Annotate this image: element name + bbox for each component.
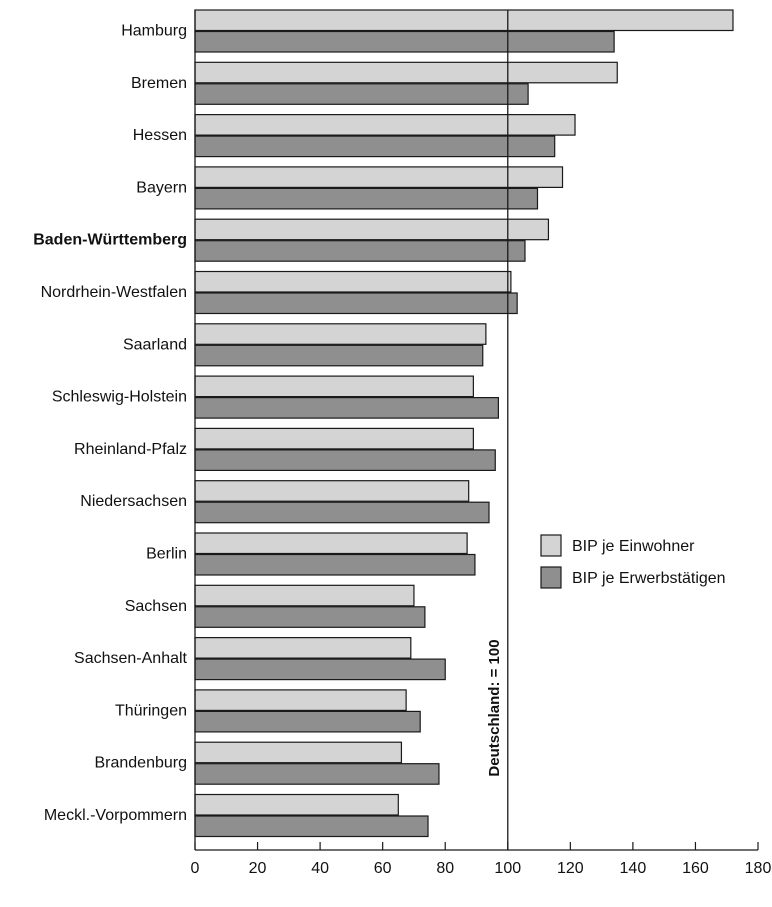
category-label-6: Saarland	[123, 336, 187, 353]
bar-einwohner-2	[194, 113, 576, 136]
bar-erwerbstaetige-5	[194, 292, 518, 315]
bar-erwerbstaetige-9	[194, 501, 490, 524]
bar-erwerbstaetige-10	[194, 553, 476, 576]
legend-swatch-1	[540, 566, 562, 589]
bar-einwohner-10	[194, 532, 468, 555]
category-label-12: Sachsen-Anhalt	[74, 650, 188, 667]
category-label-5: Nordrhein-Westfalen	[41, 284, 187, 301]
bar-einwohner-9	[194, 480, 470, 502]
category-label-10: Berlin	[146, 546, 187, 563]
bar-erwerbstaetige-13	[194, 710, 421, 733]
bar-einwohner-11	[194, 584, 415, 607]
x-tick-label-2: 40	[311, 860, 329, 877]
bar-erwerbstaetige-12	[194, 658, 446, 681]
x-tick-label-7: 140	[620, 860, 647, 877]
bar-erwerbstaetige-1	[194, 83, 529, 105]
category-label-8: Rheinland-Pfalz	[74, 441, 187, 458]
bar-einwohner-1	[194, 61, 618, 84]
category-labels-group: Hamburg Bremen Hessen Bayern Baden-Württembe…	[33, 23, 187, 825]
category-label-11: Sachsen	[125, 598, 187, 615]
category-label-1: Bremen	[131, 75, 187, 92]
x-tick-label-6: 120	[557, 860, 584, 877]
bar-erwerbstaetige-11	[194, 606, 426, 628]
bar-einwohner-5	[194, 270, 512, 293]
bar-erwerbstaetige-6	[194, 344, 484, 367]
category-label-15: Meckl.-Vorpommern	[44, 807, 187, 824]
bar-einwohner-14	[194, 741, 403, 764]
x-tick-label-1: 20	[249, 860, 267, 877]
reference-line-label: Deutschland: = 100	[486, 639, 503, 776]
category-label-9: Niedersachsen	[80, 493, 187, 510]
legend: BIP je Einwohner BIP je Erwerbstätigen	[540, 534, 726, 589]
x-tick-label-0: 0	[191, 860, 200, 877]
bar-einwohner-12	[194, 636, 412, 659]
bar-erwerbstaetige-8	[194, 449, 496, 471]
x-tick-label-4: 80	[436, 860, 454, 877]
legend-label-1: BIP je Erwerbstätigen	[572, 570, 726, 587]
category-label-0: Hamburg	[121, 23, 187, 40]
legend-label-0: BIP je Einwohner	[572, 538, 695, 555]
category-label-3: Bayern	[136, 179, 187, 196]
bar-einwohner-7	[194, 375, 474, 398]
bar-einwohner-8	[194, 427, 474, 450]
x-tick-label-5: 100	[494, 860, 521, 877]
bar-einwohner-15	[194, 793, 399, 816]
reference-line-group: Deutschland: = 100	[486, 10, 509, 850]
bar-einwohner-0	[194, 9, 734, 32]
x-tick-label-9: 180	[745, 860, 772, 877]
axes-group: 0 20 40 60 80 100 120 140 160 180	[191, 10, 772, 877]
x-tick-label-3: 60	[374, 860, 392, 877]
category-label-14: Brandenburg	[94, 755, 187, 772]
category-label-2: Hessen	[133, 127, 187, 144]
bar-erwerbstaetige-4	[194, 240, 526, 262]
category-label-4: Baden-Württemberg	[33, 232, 187, 249]
bar-erwerbstaetige-0	[194, 30, 615, 53]
category-label-7: Schleswig-Holstein	[52, 389, 187, 406]
bar-erwerbstaetige-2	[194, 135, 556, 158]
category-label-13: Thüringen	[115, 702, 187, 719]
bar-einwohner-4	[194, 218, 550, 241]
x-tick-label-8: 160	[682, 860, 709, 877]
bar-erwerbstaetige-15	[194, 815, 429, 838]
bar-erwerbstaetige-3	[194, 187, 539, 210]
bar-erwerbstaetige-7	[194, 397, 499, 419]
legend-swatch-0	[540, 534, 562, 557]
bar-einwohner-13	[194, 689, 407, 712]
bars-group	[194, 9, 734, 838]
bar-erwerbstaetige-14	[194, 763, 440, 785]
bar-einwohner-6	[194, 323, 487, 345]
